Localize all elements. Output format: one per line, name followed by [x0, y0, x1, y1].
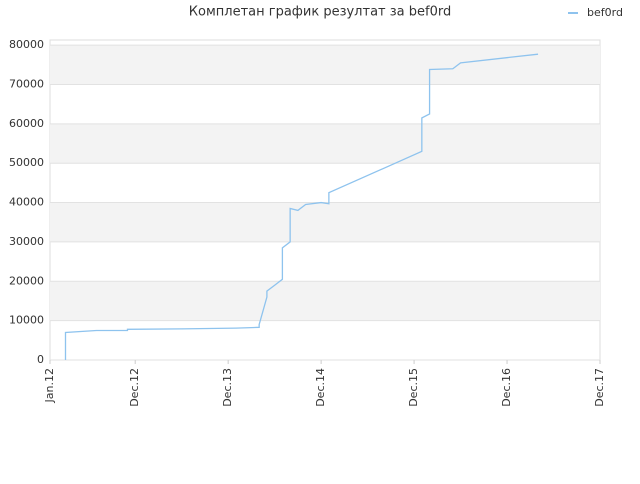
x-tick-label: Dec.13 [221, 368, 234, 407]
series-line [64, 53, 539, 360]
grid-band [50, 123, 600, 164]
x-tick-label: Dec.17 [593, 368, 606, 407]
x-tick-label: Dec.14 [314, 368, 327, 407]
y-tick-label: 60000 [9, 117, 44, 130]
x-tick-label: Dec.12 [128, 368, 141, 407]
chart-title: Комплетан график резултат за bef0rd [189, 5, 451, 20]
y-tick-label: 0 [37, 353, 44, 366]
x-tick-label: Dec.16 [500, 368, 513, 407]
grid-band [50, 281, 600, 321]
x-tick-label: Dec.15 [407, 368, 420, 407]
y-tick-label: 20000 [9, 274, 44, 287]
y-tick-label: 40000 [9, 196, 44, 209]
legend-label: bef0rd [587, 6, 623, 19]
y-tick-label: 30000 [9, 235, 44, 248]
grid-band [50, 45, 600, 85]
y-tick-label: 80000 [9, 38, 44, 51]
y-tick-label: 70000 [9, 77, 44, 90]
grid-band [50, 202, 600, 242]
y-tick-label: 10000 [9, 314, 44, 327]
y-tick-label: 50000 [9, 156, 44, 169]
x-tick-label: Jan.12 [43, 368, 56, 403]
